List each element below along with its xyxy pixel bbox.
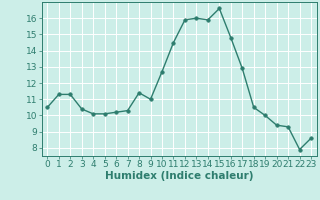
X-axis label: Humidex (Indice chaleur): Humidex (Indice chaleur) — [105, 171, 253, 181]
